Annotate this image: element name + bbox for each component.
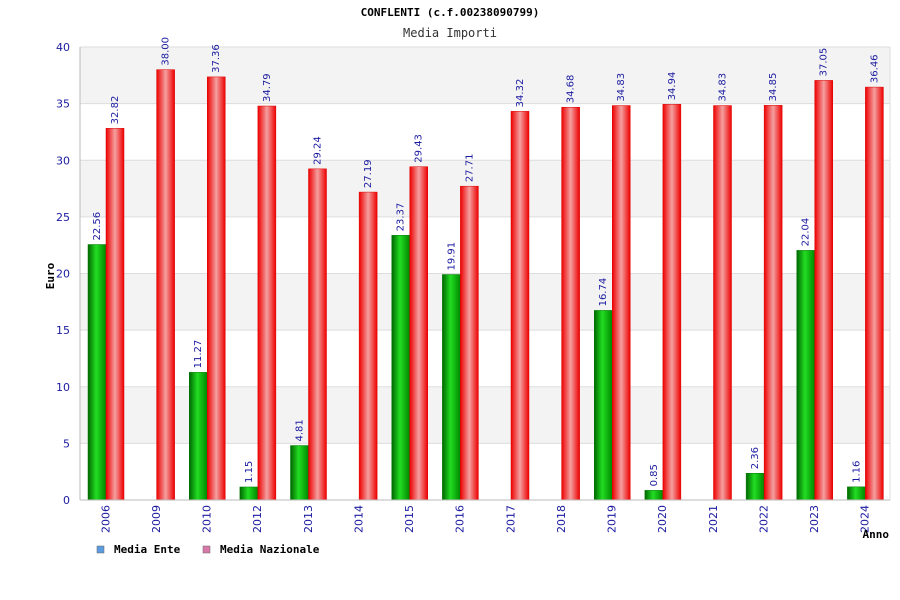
bar-media-nazionale: [409, 166, 428, 501]
y-axis-label: Euro: [44, 262, 57, 289]
bar-media-nazionale: [358, 191, 378, 501]
x-axis-label: Anno: [863, 528, 890, 541]
value-label-media-nazionale: 34.83: [616, 73, 627, 102]
value-labels-group: 22.56 32.82 38.00 11.27 37.36 1.15 34.79 4.81 29…: [92, 37, 880, 486]
value-label-media-nazionale: 34.68: [566, 75, 577, 104]
value-label-media-ente: 1.16: [851, 461, 862, 483]
value-label-media-nazionale: 34.83: [718, 73, 729, 102]
y-tick-label: 35: [56, 98, 70, 111]
x-tick-label: 2009: [150, 505, 163, 533]
bar-media-nazionale: [612, 105, 631, 501]
bar-media-ente: [189, 372, 208, 501]
chart-subtitle: Media Importi: [403, 26, 497, 40]
value-label-media-nazionale: 36.46: [869, 54, 880, 83]
bar-media-nazionale: [814, 80, 833, 501]
axes-group: [79, 47, 890, 501]
bar-media-nazionale: [713, 105, 732, 501]
bars-group: [87, 69, 884, 501]
value-label-media-nazionale: 34.32: [515, 79, 526, 108]
x-tick-label: 2016: [454, 505, 467, 533]
bar-media-nazionale: [561, 106, 580, 501]
value-label-media-nazionale: 27.19: [363, 159, 374, 188]
value-label-media-nazionale: 34.79: [262, 73, 273, 102]
value-label-media-ente: 1.15: [244, 461, 255, 483]
bar-media-ente: [847, 486, 866, 501]
value-label-media-nazionale: 34.94: [667, 72, 678, 101]
value-label-media-nazionale: 29.43: [414, 134, 425, 163]
value-label-media-nazionale: 27.71: [464, 154, 475, 183]
bar-media-ente: [796, 250, 815, 501]
bar-media-nazionale: [510, 111, 530, 501]
value-label-media-ente: 23.37: [396, 203, 407, 232]
y-tick-label: 15: [56, 324, 70, 337]
bar-media-ente: [87, 244, 107, 501]
value-label-media-nazionale: 38.00: [161, 37, 172, 66]
value-label-media-ente: 16.74: [598, 278, 609, 307]
x-tick-label: 2023: [808, 505, 821, 533]
bar-media-nazionale: [207, 76, 226, 501]
x-tick-label: 2022: [757, 505, 770, 533]
value-label-media-ente: 19.91: [446, 242, 457, 271]
value-label-media-ente: 22.56: [92, 212, 103, 241]
x-tick-label: 2021: [707, 505, 720, 533]
x-tick-label: 2006: [99, 505, 112, 533]
legend-swatch-media-ente: [96, 545, 105, 554]
x-tick-label: 2013: [302, 505, 315, 533]
y-tick-label: 20: [56, 268, 70, 281]
value-label-media-ente: 11.27: [193, 340, 204, 369]
y-tick-label: 30: [56, 154, 70, 167]
value-label-media-nazionale: 29.24: [313, 136, 324, 165]
bar-media-nazionale: [257, 105, 277, 501]
y-tick-label: 25: [56, 211, 70, 224]
x-tick-label: 2019: [606, 505, 619, 533]
bar-media-nazionale: [156, 69, 175, 501]
y-tick-label: 40: [56, 41, 70, 54]
x-tick-label: 2015: [403, 505, 416, 533]
bar-media-ente: [594, 310, 613, 501]
y-tick-label: 5: [63, 437, 70, 450]
value-label-media-ente: 22.04: [801, 218, 812, 247]
bar-media-nazionale: [662, 104, 682, 501]
chart-title: CONFLENTI (c.f.00238090799): [361, 6, 540, 19]
x-tick-label: 2010: [201, 505, 214, 533]
x-tick-label: 2018: [555, 505, 568, 533]
x-tick-label: 2024: [859, 505, 872, 533]
bar-media-nazionale: [865, 86, 884, 501]
bar-media-ente: [745, 473, 765, 501]
value-label-media-ente: 0.85: [649, 464, 660, 486]
bar-media-ente: [391, 235, 410, 501]
legend-label-media-ente: Media Ente: [114, 543, 181, 556]
value-label-media-nazionale: 37.36: [211, 44, 222, 73]
x-tick-label: 2012: [251, 505, 264, 533]
bar-media-nazionale: [308, 168, 327, 501]
bar-media-ente: [442, 274, 461, 501]
y-tick-label: 10: [56, 381, 70, 394]
y-tick-label: 0: [63, 494, 70, 507]
x-tick-label: 2014: [352, 505, 365, 533]
x-tick-label: 2017: [504, 505, 517, 533]
bar-media-nazionale: [763, 105, 783, 501]
legend-swatch-media-nazionale: [202, 545, 211, 554]
bar-media-nazionale: [105, 128, 125, 501]
value-label-media-ente: 2.36: [750, 447, 761, 469]
legend: Media Ente Media Nazionale: [96, 543, 320, 556]
x-tick-label: 2020: [656, 505, 669, 533]
y-tick-labels: 0 5 10 15 20 25 30 35 40: [56, 41, 70, 507]
x-tick-labels: 2006 2009 2010 2012 2013 2014 2015 2016 2017 2018…: [99, 505, 871, 533]
bar-media-ente: [290, 445, 309, 501]
bar-media-nazionale: [460, 185, 479, 501]
value-label-media-nazionale: 34.85: [768, 73, 779, 102]
value-label-media-nazionale: 37.05: [819, 48, 830, 77]
value-label-media-nazionale: 32.82: [110, 96, 121, 125]
value-label-media-ente: 4.81: [295, 419, 306, 441]
bar-media-ente: [239, 486, 259, 501]
bar-media-ente: [644, 490, 664, 501]
legend-label-media-nazionale: Media Nazionale: [220, 543, 320, 556]
